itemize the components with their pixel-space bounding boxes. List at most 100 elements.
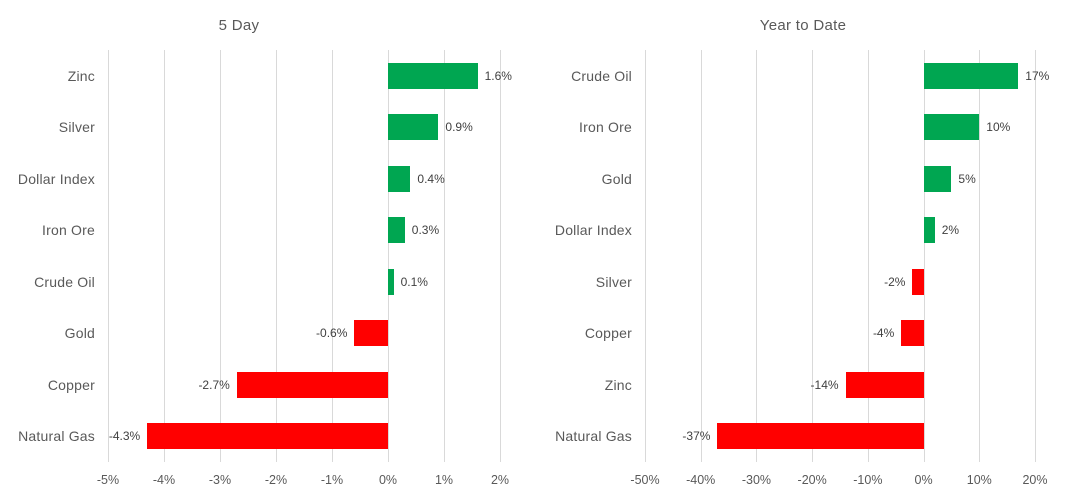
category-label: Crude Oil bbox=[34, 273, 95, 290]
data-label: 5% bbox=[958, 171, 976, 186]
gridline bbox=[700, 50, 702, 462]
category-label: Natural Gas bbox=[555, 428, 632, 445]
x-tick-label: -4% bbox=[152, 473, 176, 487]
x-tick-label: 2% bbox=[490, 473, 510, 487]
chart-row: 5% bbox=[645, 153, 1035, 205]
chart-row: -14% bbox=[645, 359, 1035, 411]
chart-row: 1.6% bbox=[108, 50, 512, 102]
bar bbox=[388, 268, 394, 295]
gridline bbox=[108, 50, 109, 462]
category-axis: Crude Oil Iron Ore Gold Dollar Index Silver C… bbox=[537, 50, 632, 462]
bar bbox=[354, 320, 388, 347]
data-label: 0.9% bbox=[445, 120, 473, 135]
gridline bbox=[812, 50, 814, 462]
x-tick-label: 0% bbox=[378, 473, 398, 487]
bar bbox=[388, 114, 439, 141]
gridline bbox=[923, 50, 925, 462]
category-label: Dollar Index bbox=[554, 222, 632, 239]
data-label: -4% bbox=[872, 326, 895, 341]
bar bbox=[236, 371, 388, 398]
x-tick-label: -20% bbox=[797, 473, 827, 487]
chart-row: -4% bbox=[645, 308, 1035, 360]
x-tick-label: 20% bbox=[1022, 473, 1048, 487]
gridline bbox=[220, 50, 221, 462]
chart-row: 10% bbox=[645, 102, 1035, 154]
bar bbox=[388, 217, 405, 244]
x-axis: -50% -40% -30% -20% -10% 0% 10% 20% bbox=[630, 462, 1047, 498]
category-label: Zinc bbox=[67, 67, 95, 84]
bar bbox=[388, 62, 478, 89]
category-label: Gold bbox=[601, 170, 632, 187]
chart-row: 17% bbox=[645, 50, 1049, 102]
data-label: -2% bbox=[884, 274, 906, 289]
bar bbox=[901, 320, 924, 347]
category-label: Gold bbox=[64, 325, 95, 342]
gridline bbox=[332, 50, 333, 462]
x-tick-label: -30% bbox=[741, 473, 772, 487]
data-label: 0.1% bbox=[400, 274, 428, 289]
plot-area: 1.6% 0.9% 0.4% 0.3% 0.1% -0.6% -2.7% -4.3% -5% -… bbox=[97, 50, 512, 487]
chart-row: 0.3% bbox=[108, 205, 500, 257]
chart-row: -2.7% bbox=[108, 359, 500, 411]
category-label: Iron Ore bbox=[579, 119, 632, 136]
category-label: Silver bbox=[58, 119, 95, 136]
bar-series: 17% 10% 5% 2% -2% -4% -14% -37% bbox=[645, 50, 1049, 463]
bar bbox=[923, 165, 952, 192]
data-label: -37% bbox=[682, 429, 711, 444]
gridline bbox=[867, 50, 869, 462]
data-label: 17% bbox=[1025, 68, 1050, 83]
data-label: 0.3% bbox=[411, 223, 440, 238]
data-label: 1.6% bbox=[484, 68, 512, 83]
chart-row: -2% bbox=[645, 256, 1035, 308]
chart-row: 2% bbox=[645, 205, 1035, 257]
chart-row: -4.3% bbox=[108, 411, 500, 463]
bar bbox=[923, 217, 935, 244]
data-label: 10% bbox=[986, 120, 1011, 135]
five-day-chart: 5 Day Zinc Silver Dollar Index Iron Ore Crud… bbox=[0, 0, 537, 503]
category-label: Dollar Index bbox=[17, 170, 95, 187]
category-label: Crude Oil bbox=[571, 67, 632, 84]
chart-row: 0.1% bbox=[108, 256, 500, 308]
x-tick-label: -10% bbox=[853, 473, 883, 487]
plot-area: 17% 10% 5% 2% -2% -4% -14% -37% -50% -40% -30% -20… bbox=[630, 50, 1049, 487]
bar bbox=[923, 62, 1019, 89]
chart-row: 0.4% bbox=[108, 153, 500, 205]
data-label: 0.4% bbox=[417, 171, 445, 186]
data-label: -14% bbox=[810, 377, 839, 392]
x-tick-label: 0% bbox=[914, 473, 933, 487]
bar bbox=[912, 268, 924, 295]
category-label: Natural Gas bbox=[18, 428, 95, 445]
year-to-date-chart: Year to Date Crude Oil Iron Ore Gold Dollar… bbox=[537, 0, 1077, 503]
gridline bbox=[444, 50, 445, 462]
x-tick-label: -5% bbox=[96, 473, 120, 487]
gridline bbox=[645, 50, 646, 462]
category-label: Silver bbox=[595, 273, 632, 290]
x-axis: -5% -4% -3% -2% -1% 0% 1% 2% bbox=[97, 462, 509, 498]
x-tick-label: 1% bbox=[434, 473, 454, 487]
data-label: -2.7% bbox=[198, 377, 230, 392]
x-tick-label: -3% bbox=[208, 473, 232, 487]
bar bbox=[845, 371, 924, 398]
gridline bbox=[500, 50, 501, 462]
chart-row: -37% bbox=[645, 411, 1035, 463]
chart-title: 5 Day bbox=[218, 17, 260, 34]
x-tick-label: -2% bbox=[264, 473, 288, 487]
category-label: Zinc bbox=[604, 376, 632, 393]
data-label: 2% bbox=[941, 223, 960, 238]
category-axis: Zinc Silver Dollar Index Iron Ore Crude Oil G… bbox=[0, 50, 95, 462]
chart-title: Year to Date bbox=[759, 17, 847, 34]
chart-row: -0.6% bbox=[108, 308, 500, 360]
category-label: Copper bbox=[584, 325, 632, 342]
category-label: Iron Ore bbox=[42, 222, 95, 239]
gridline bbox=[164, 50, 165, 462]
bar-series: 1.6% 0.9% 0.4% 0.3% 0.1% -0.6% -2.7% -4.3% bbox=[108, 50, 512, 463]
gridline bbox=[979, 50, 981, 462]
x-tick-label: -40% bbox=[686, 473, 716, 487]
gridline bbox=[276, 50, 277, 462]
data-label: -0.6% bbox=[316, 326, 348, 341]
bar bbox=[147, 423, 388, 450]
gridline bbox=[1035, 50, 1036, 462]
x-tick-label: -50% bbox=[630, 473, 660, 487]
gridline bbox=[756, 50, 758, 462]
